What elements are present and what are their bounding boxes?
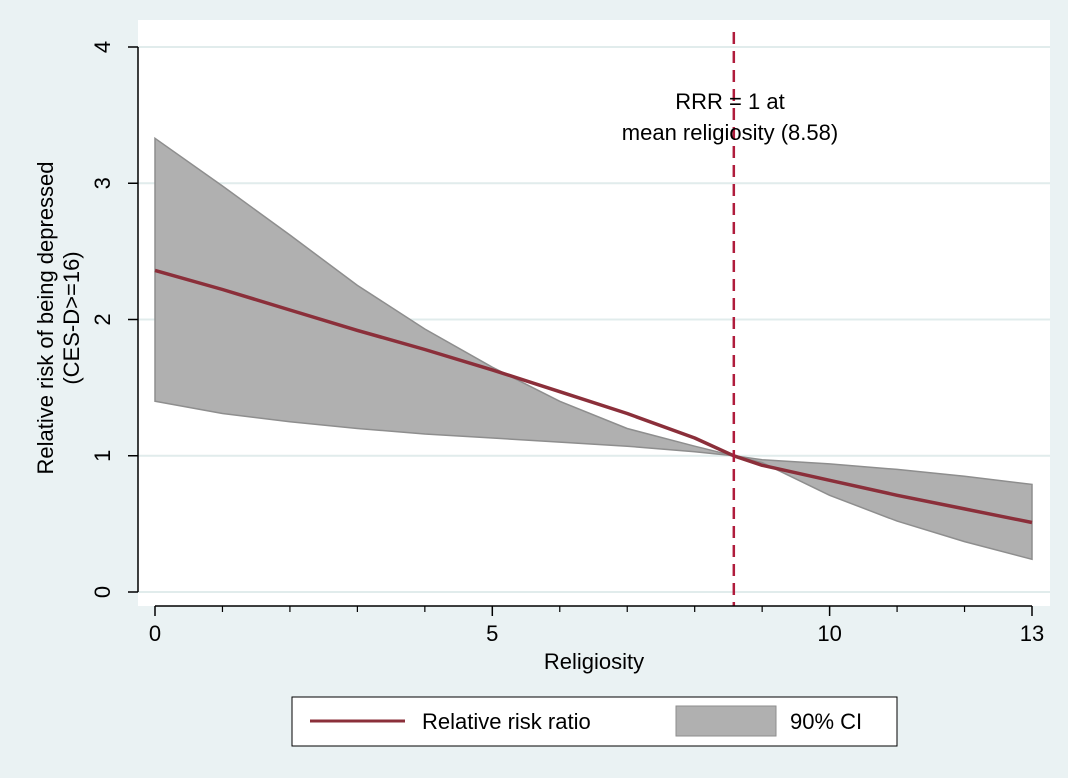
y-axis-title-line-2: (CES-D>=16) [59,251,84,384]
annotation-line-1: RRR = 1 at [675,89,784,114]
tick-group: 0 1 2 3 4 0 5 10 13 [90,41,1044,646]
ci-band-group [154,136,1033,561]
y-tick-label-1: 1 [90,450,115,462]
x-tick-label-13: 13 [1020,621,1044,646]
ci-band [154,136,1033,561]
y-tick-label-2: 2 [90,313,115,325]
x-tick-label-0: 0 [149,621,161,646]
gridlines [138,46,1050,593]
series-lines-group [154,268,1033,525]
rrr-line [154,268,1033,525]
y-axis-title-line-1: Relative risk of being depressed [33,161,58,474]
y-tick-label-0: 0 [90,586,115,598]
x-tick-label-5: 5 [486,621,498,646]
y-axis-title: Relative risk of being depressed (CES-D>… [33,161,84,474]
legend-label-band: 90% CI [790,709,862,734]
legend: Relative risk ratio 90% CI [291,696,898,747]
annotation-line-2: mean religiosity (8.58) [622,120,838,145]
x-tick-label-10: 10 [817,621,841,646]
legend-label-line: Relative risk ratio [422,709,591,734]
x-axis-title: Religiosity [544,649,644,674]
y-tick-label-4: 4 [90,41,115,53]
legend-swatch-band [675,705,777,737]
y-tick-label-3: 3 [90,177,115,189]
